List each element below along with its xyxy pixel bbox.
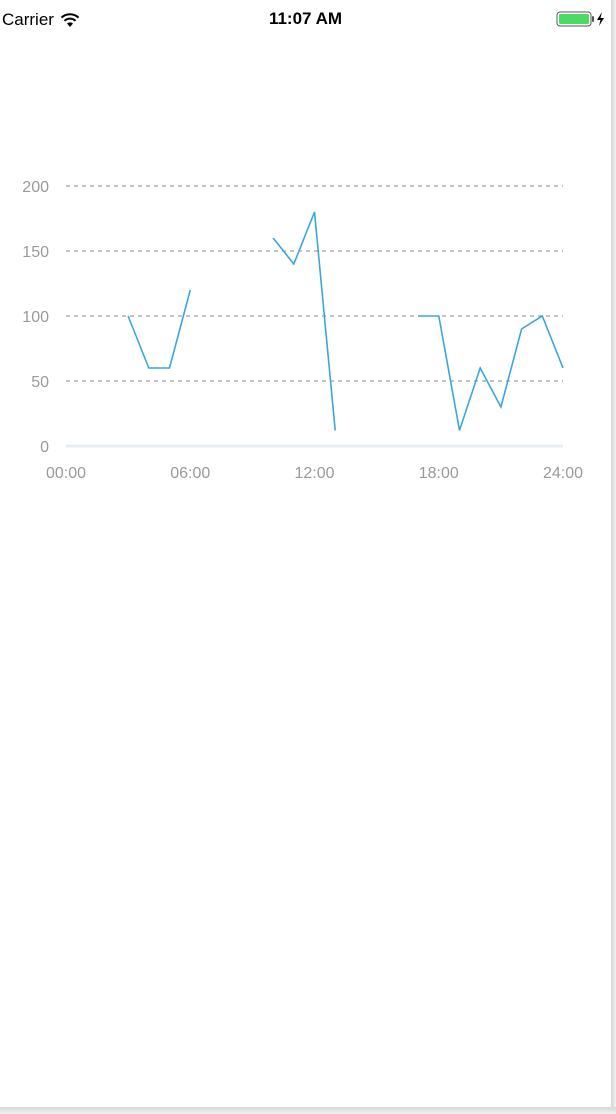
battery-charging-icon [556, 11, 604, 27]
y-tick-label: 50 [31, 374, 49, 391]
x-tick-label: 18:00 [419, 465, 459, 482]
window-edge-bottom [0, 1107, 616, 1114]
x-tick-label: 00:00 [46, 465, 86, 482]
carrier-indicator: Carrier [2, 10, 80, 30]
battery-fill [559, 14, 589, 24]
y-tick-label: 150 [22, 244, 49, 261]
y-tick-label: 100 [22, 309, 49, 326]
status-time: 11:07 AM [268, 9, 343, 28]
line-chart: 0 50 100 150 200 00:00 06:00 12:00 18:00 24:00 [22, 179, 583, 482]
x-tick-label: 12:00 [294, 465, 334, 482]
x-tick-label: 24:00 [543, 465, 583, 482]
charging-bolt-icon [597, 12, 604, 26]
series-line-segment [272, 211, 336, 431]
y-tick-label: 200 [22, 179, 49, 196]
status-bar: Carrier 11:07 AM [0, 0, 611, 40]
series-line-segment [127, 289, 192, 369]
y-tick-label: 0 [40, 439, 49, 456]
wifi-icon [60, 13, 80, 27]
x-tick-label: 06:00 [170, 465, 210, 482]
carrier-label: Carrier [2, 10, 54, 29]
series-line-segment [418, 314, 564, 431]
window-edge-right [611, 0, 616, 1114]
